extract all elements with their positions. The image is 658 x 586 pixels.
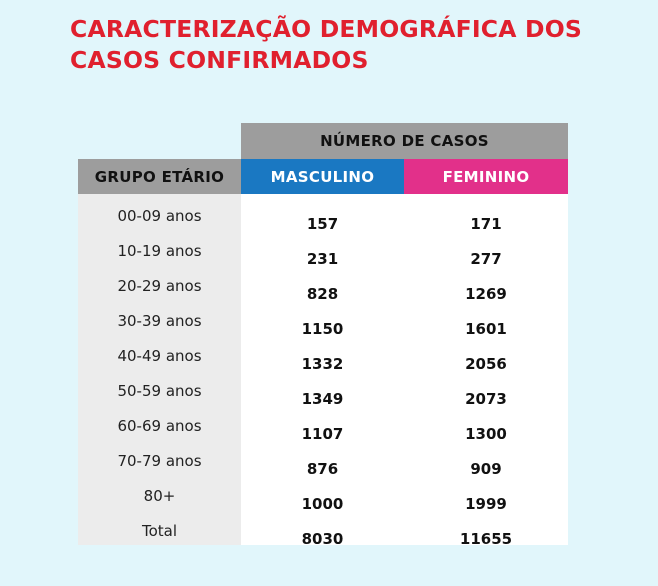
values-column-background	[241, 194, 568, 545]
male-cases-cell: 876	[306, 459, 339, 478]
age-cell: 50-59 anos	[117, 381, 202, 400]
age-column-background	[78, 194, 241, 545]
table-row: 30-39 anos 1150 1601	[78, 303, 568, 338]
table-row: 00-09 anos 157 171	[78, 198, 568, 233]
table-row: Total 8030 11655	[78, 513, 568, 548]
male-cases-cell: 1150	[301, 319, 344, 338]
table-row: 20-29 anos 828 1269	[78, 268, 568, 303]
table-row: 60-69 anos 1107 1300	[78, 408, 568, 443]
female-cases-cell: 1601	[465, 319, 507, 338]
age-cell: 20-29 anos	[117, 276, 202, 295]
female-cases-cell: 277	[470, 249, 502, 268]
female-cases-cell: 1269	[465, 284, 507, 303]
age-cell: 10-19 anos	[117, 241, 202, 260]
age-cell: 60-69 anos	[117, 416, 202, 435]
male-cases-cell: 1107	[301, 424, 344, 443]
table-row: 50-59 anos 1349 2073	[78, 373, 568, 408]
female-cases-cell: 1999	[465, 494, 507, 513]
male-cases-cell: 1332	[301, 354, 344, 373]
table-row: 80+ 1000 1999	[78, 478, 568, 513]
header-age-group: GRUPO ETÁRIO	[78, 159, 241, 194]
female-cases-cell: 11655	[459, 529, 513, 548]
header-number-of-cases: NÚMERO DE CASOS	[241, 123, 568, 159]
female-cases-cell: 2056	[465, 354, 507, 373]
table-row: 10-19 anos 231 277	[78, 233, 568, 268]
age-cell: 30-39 anos	[117, 311, 202, 330]
age-cell: 70-79 anos	[117, 451, 202, 470]
female-cases-cell: 909	[470, 459, 502, 478]
male-cases-cell: 8030	[301, 529, 344, 548]
title-line-2: CASOS CONFIRMADOS	[70, 46, 369, 74]
female-cases-cell: 2073	[465, 389, 507, 408]
cases-table: NÚMERO DE CASOS GRUPO ETÁRIO MASCULINO F…	[78, 123, 568, 548]
male-cases-cell: 828	[306, 284, 339, 303]
table-row: 70-79 anos 876 909	[78, 443, 568, 478]
age-cell: Total	[141, 521, 178, 540]
male-cases-cell: 1000	[301, 494, 344, 513]
age-cell: 80+	[143, 486, 176, 505]
header-female: FEMININO	[404, 159, 568, 194]
age-cell: 40-49 anos	[117, 346, 202, 365]
male-cases-cell: 157	[306, 214, 339, 233]
male-cases-cell: 1349	[301, 389, 344, 408]
title-line-1: CARACTERIZAÇÃO DEMOGRÁFICA DOS	[70, 15, 583, 43]
age-cell: 00-09 anos	[117, 206, 202, 225]
male-cases-cell: 231	[306, 249, 339, 268]
page-title: CARACTERIZAÇÃO DEMOGRÁFICA DOS CASOS CON…	[70, 14, 630, 76]
female-cases-cell: 1300	[465, 424, 507, 443]
header-male: MASCULINO	[241, 159, 404, 194]
female-cases-cell: 171	[470, 214, 502, 233]
table-row: 40-49 anos 1332 2056	[78, 338, 568, 373]
